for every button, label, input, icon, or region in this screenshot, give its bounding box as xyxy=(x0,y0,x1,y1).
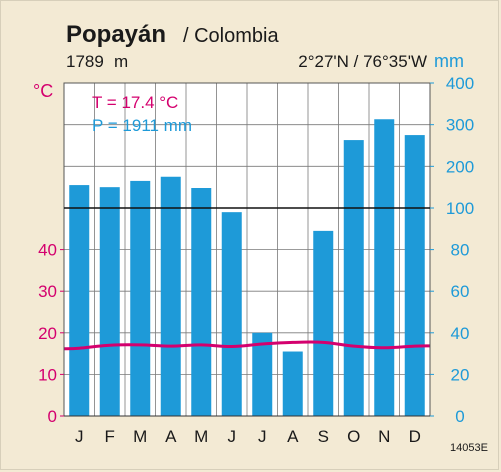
precipitation-unit-label: mm xyxy=(434,51,464,71)
temperature-unit-label: °C xyxy=(33,81,53,101)
temperature-tick-label: 40 xyxy=(38,241,57,260)
month-label: M xyxy=(194,427,208,446)
precipitation-bar xyxy=(282,351,303,416)
temperature-tick-label: 20 xyxy=(38,324,57,343)
precipitation-tick-label: 60 xyxy=(451,282,470,301)
precipitation-tick-label: 20 xyxy=(451,365,470,384)
precipitation-bar xyxy=(69,185,90,416)
grid xyxy=(64,83,430,417)
elevation-unit: m xyxy=(114,52,128,71)
coordinates: 2°27'N / 76°35'W xyxy=(298,52,427,71)
precipitation-tick-label: 300 xyxy=(446,116,474,135)
precipitation-bar xyxy=(221,212,242,416)
precipitation-bar xyxy=(191,188,212,416)
precipitation-bar xyxy=(313,230,334,416)
month-label: S xyxy=(318,427,329,446)
mean-temperature: T = 17.4 °C xyxy=(92,93,178,112)
month-label: J xyxy=(258,427,267,446)
temperature-line-group xyxy=(63,340,431,351)
precipitation-tick-label: 100 xyxy=(446,199,474,218)
precipitation-tick-label: 40 xyxy=(451,324,470,343)
month-label: N xyxy=(378,427,390,446)
month-label: M xyxy=(133,427,147,446)
annual-precipitation: P = 1911 mm xyxy=(92,116,192,135)
figure-code: 14053E xyxy=(450,442,488,454)
month-label: D xyxy=(409,427,421,446)
precipitation-axis-ticks: 0 20 40 60 80 100 200 300 400 xyxy=(430,74,474,426)
month-label: J xyxy=(228,427,237,446)
month-label: O xyxy=(347,427,360,446)
temperature-axis-ticks: 0 10 20 30 40 xyxy=(38,241,64,426)
country-name: / Colombia xyxy=(183,25,279,47)
temperature-tick-label: 10 xyxy=(38,365,57,384)
precipitation-bar xyxy=(343,140,364,417)
temperature-tick-label: 30 xyxy=(38,282,57,301)
precipitation-tick-label: 0 xyxy=(455,407,464,426)
precipitation-tick-label: 80 xyxy=(451,241,470,260)
precipitation-bar xyxy=(252,332,273,416)
month-label: A xyxy=(165,427,177,446)
precipitation-bar xyxy=(404,135,425,417)
precipitation-bar xyxy=(160,176,181,416)
precipitation-tick-label: 400 xyxy=(446,74,474,93)
month-label: A xyxy=(287,427,299,446)
month-label: J xyxy=(75,427,84,446)
temperature-tick-label: 0 xyxy=(48,407,57,426)
elevation-value: 1789 xyxy=(66,52,104,71)
precipitation-tick-label: 200 xyxy=(446,157,474,176)
precipitation-bar xyxy=(130,180,151,416)
city-name: Popayán xyxy=(66,21,166,48)
precipitation-bar xyxy=(374,119,395,416)
precipitation-bar xyxy=(99,187,120,416)
month-label: F xyxy=(105,427,115,446)
temperature-line xyxy=(63,340,431,351)
